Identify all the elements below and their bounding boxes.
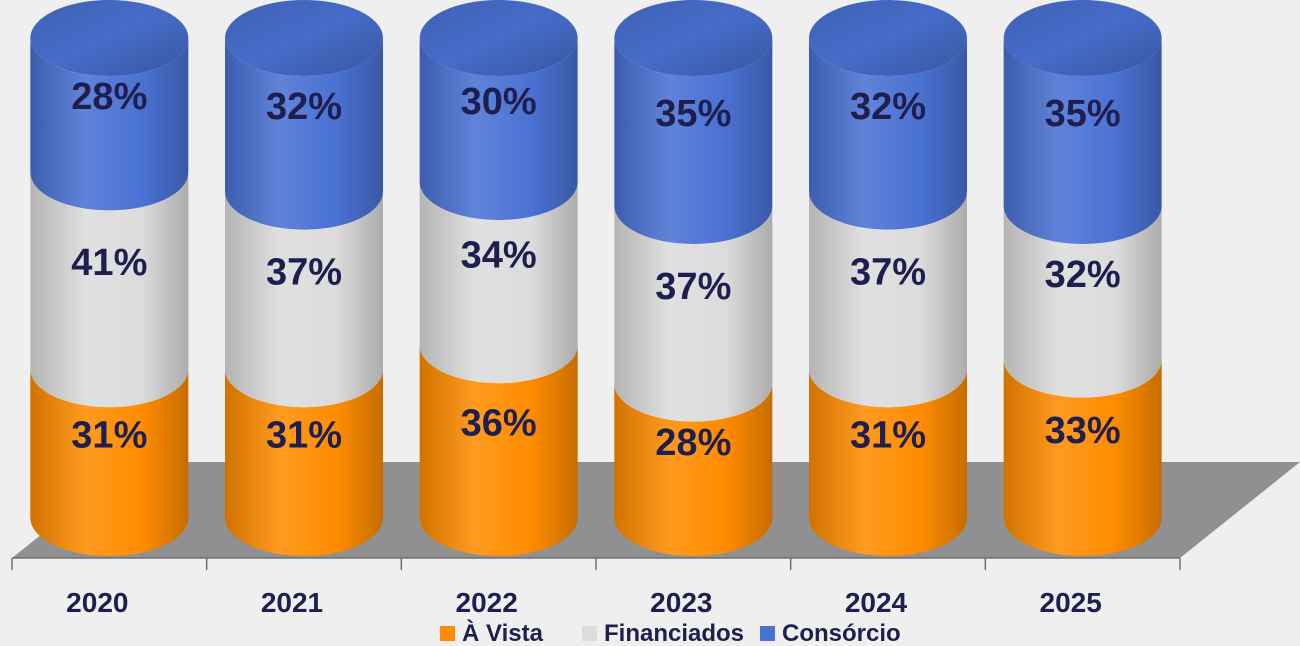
legend-item-Financiados: Financiados bbox=[582, 620, 744, 646]
bar-2020-À Vista bbox=[30, 369, 189, 556]
bar-2025-À Vista bbox=[1003, 359, 1162, 556]
data-label-2022-À Vista: 36% bbox=[461, 403, 537, 445]
data-label-2024-Financiados: 37% bbox=[850, 251, 926, 293]
x-tick-label-2022: 2022 bbox=[456, 587, 518, 618]
data-label-2023-À Vista: 28% bbox=[655, 422, 731, 464]
data-label-2024-À Vista: 31% bbox=[850, 415, 926, 457]
bar-2024-À Vista bbox=[809, 369, 967, 556]
data-label-2023-Financiados: 37% bbox=[655, 266, 731, 308]
data-label-2022-Financiados: 34% bbox=[461, 235, 537, 277]
legend-label: À Vista bbox=[462, 619, 544, 646]
data-label-2020-Consórcio: 28% bbox=[71, 76, 147, 118]
bar-2021-Financiados bbox=[225, 191, 383, 408]
bar-2023-Financiados bbox=[614, 206, 773, 422]
bar-2020-Consórcio bbox=[30, 38, 189, 211]
bar-top-cap-2020 bbox=[30, 0, 189, 76]
data-label-2025-À Vista: 33% bbox=[1045, 410, 1121, 452]
bar-2020-Financiados bbox=[30, 172, 189, 408]
data-label-2023-Consórcio: 35% bbox=[655, 93, 731, 135]
bar-2025-Financiados bbox=[1003, 206, 1162, 398]
bar-2021-Consórcio bbox=[225, 38, 383, 230]
bar-2024-Financiados bbox=[809, 191, 967, 408]
data-label-2021-Consórcio: 32% bbox=[266, 86, 342, 128]
x-tick-label-2023: 2023 bbox=[650, 587, 712, 618]
legend-swatch bbox=[582, 626, 597, 641]
x-tick-label-2020: 2020 bbox=[66, 587, 128, 618]
bar-2023-À Vista bbox=[614, 383, 773, 556]
legend-label: Financiados bbox=[604, 620, 744, 646]
bar-2021-À Vista bbox=[225, 369, 383, 556]
bar-top-cap-2023 bbox=[614, 0, 773, 76]
data-label-2020-Financiados: 41% bbox=[71, 242, 147, 284]
data-label-2021-Financiados: 37% bbox=[266, 251, 342, 293]
data-label-2022-Consórcio: 30% bbox=[461, 81, 537, 123]
x-tick-label-2025: 2025 bbox=[1040, 587, 1102, 618]
data-label-2025-Consórcio: 35% bbox=[1045, 93, 1121, 135]
bar-top-cap-2024 bbox=[809, 0, 967, 76]
bar-2022-À Vista bbox=[419, 345, 578, 556]
bar-2022-Financiados bbox=[419, 182, 578, 384]
bar-2023-Consórcio bbox=[614, 38, 773, 244]
bar-2025-Consórcio bbox=[1003, 38, 1162, 244]
bar-top-cap-2021 bbox=[225, 0, 383, 76]
x-tick-label-2021: 2021 bbox=[261, 587, 323, 618]
legend-swatch bbox=[440, 626, 455, 641]
data-label-2024-Consórcio: 32% bbox=[850, 86, 926, 128]
data-label-2025-Financiados: 32% bbox=[1045, 254, 1121, 296]
bar-2024-Consórcio bbox=[809, 38, 967, 230]
bar-top-cap-2025 bbox=[1003, 0, 1162, 76]
bar-2022-Consórcio bbox=[419, 38, 578, 220]
legend-item-Consórcio: Consórcio bbox=[760, 620, 901, 646]
legend-label: Consórcio bbox=[782, 620, 901, 646]
legend-swatch bbox=[760, 626, 775, 641]
data-label-2021-À Vista: 31% bbox=[266, 415, 342, 457]
bar-top-cap-2022 bbox=[419, 0, 578, 76]
legend-item-À Vista: À Vista bbox=[440, 619, 544, 646]
x-tick-label-2024: 2024 bbox=[845, 587, 908, 618]
data-label-2020-À Vista: 31% bbox=[71, 415, 147, 457]
